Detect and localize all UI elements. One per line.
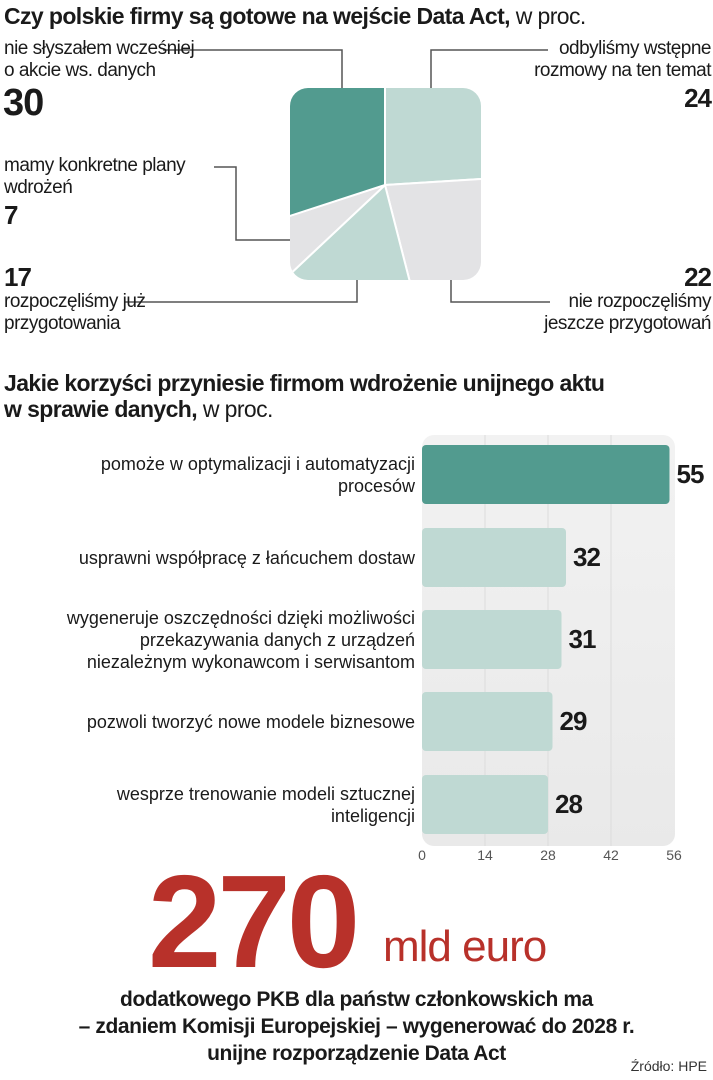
pie-chart [125, 49, 550, 303]
x-tick-label: 28 [540, 847, 556, 863]
x-tick-label: 56 [666, 847, 682, 863]
category-line: procesów [337, 475, 415, 496]
bar-value-label: 32 [573, 542, 601, 572]
bar-value-label: 55 [676, 459, 705, 489]
pie-slice [383, 171, 481, 280]
category-line: usprawni współpracę z łańcuchem dostaw [78, 547, 415, 568]
bar-unit: w proc. [202, 396, 274, 422]
caption-line: unijne rozporządzenie Data Act [207, 1042, 506, 1065]
bar-category-label: wesprze trenowanie modeli sztucznej intel… [15, 783, 415, 827]
category-line: wesprze trenowanie modeli sztucznej [116, 783, 415, 804]
bar-value-label: 29 [559, 706, 588, 736]
caption-line: – zdaniem Komisji Europejskiej – wygener… [78, 1015, 635, 1038]
pie-label: rozpoczęliśmy już przygotowania [4, 291, 146, 335]
bar-title: Jakie korzyści przyniesie firmom wdrożen… [4, 370, 605, 422]
bar-category-label: usprawni współpracę z łańcuchem dostaw [15, 547, 415, 569]
pie-label-line: wdrożeń [4, 177, 73, 198]
bar-value-label: 28 [555, 789, 583, 819]
caption-line: dodatkowego PKB dla państw członkowskich… [120, 988, 593, 1011]
leader-line [450, 280, 550, 303]
bar-title-line: w sprawie danych, [4, 396, 198, 422]
category-line: wygeneruje oszczędności dzięki możliwośc… [66, 607, 415, 628]
bar [422, 775, 548, 834]
hero-number: 270 [148, 848, 360, 995]
pie-label: nie rozpoczęliśmy jeszcze przygotowań [544, 291, 711, 335]
pie-slice [290, 88, 386, 249]
pie-value: 30 [3, 82, 44, 124]
hero-caption: dodatkowego PKB dla państw członkowskich… [0, 986, 713, 1067]
bar [422, 528, 566, 587]
bar-value-label: 31 [568, 624, 597, 654]
pie-slice [384, 88, 481, 187]
bar-chart [422, 435, 675, 846]
pie-label-line: rozpoczęliśmy już [4, 291, 146, 312]
pie-slice [290, 184, 386, 280]
x-tick-label: 0 [418, 847, 426, 863]
bar-category-label: wygeneruje oszczędności dzięki możliwośc… [15, 607, 415, 673]
pie-label-line: rozmowy na ten temat [534, 60, 711, 81]
category-line: niezależnym wykonawcom i serwisantom [86, 651, 415, 672]
x-tick-label: 42 [603, 847, 619, 863]
category-line: przekazywania danych z urządzeń [139, 629, 415, 650]
pie-title-text: Czy polskie firmy są gotowe na wejście D… [4, 3, 511, 29]
bar [422, 610, 562, 669]
bar-category-label: pozwoli tworzyć nowe modele biznesowe [15, 711, 415, 733]
pie-label-line: o akcie ws. danych [4, 60, 156, 81]
pie-label: odbyliśmy wstępne rozmowy na ten temat [534, 38, 711, 82]
bar [422, 445, 670, 504]
category-line: inteligencji [330, 805, 415, 826]
category-line: pomoże w optymalizacji i automatyzacji [100, 453, 415, 474]
pie-value: 22 [684, 262, 712, 292]
pie-unit: w proc. [515, 3, 587, 29]
pie-label-line: nie słyszałem wcześniej [4, 38, 195, 59]
pie-label-line: jeszcze przygotowań [544, 313, 711, 334]
source-note: Źródło: HPE [630, 1058, 707, 1074]
pie-label-line: nie rozpoczęliśmy [568, 291, 712, 312]
pie-label-line: odbyliśmy wstępne [558, 38, 712, 59]
bar-title-line: Jakie korzyści przyniesie firmom wdrożen… [4, 370, 605, 396]
x-tick-label: 14 [477, 847, 493, 863]
leader-line [163, 49, 343, 88]
pie-label: mamy konkretne plany wdrożeń [4, 155, 186, 199]
pie-value: 7 [4, 200, 19, 230]
hero-unit: mld euro [383, 922, 547, 971]
bar [422, 692, 553, 751]
leader-line [430, 49, 548, 88]
pie-label-line: mamy konkretne plany [4, 155, 186, 176]
pie-value: 24 [684, 83, 712, 113]
pie-value: 17 [4, 262, 32, 292]
pie-label-line: przygotowania [4, 313, 121, 334]
pie-title: Czy polskie firmy są gotowe na wejście D… [4, 3, 586, 29]
pie-slice [290, 183, 436, 280]
pie-label: nie słyszałem wcześniej o akcie ws. danyc… [4, 38, 195, 82]
leader-line [214, 166, 290, 241]
category-line: pozwoli tworzyć nowe modele biznesowe [86, 711, 415, 732]
leader-line [125, 280, 358, 303]
bar-category-label: pomoże w optymalizacji i automatyzacji pr… [15, 453, 415, 497]
